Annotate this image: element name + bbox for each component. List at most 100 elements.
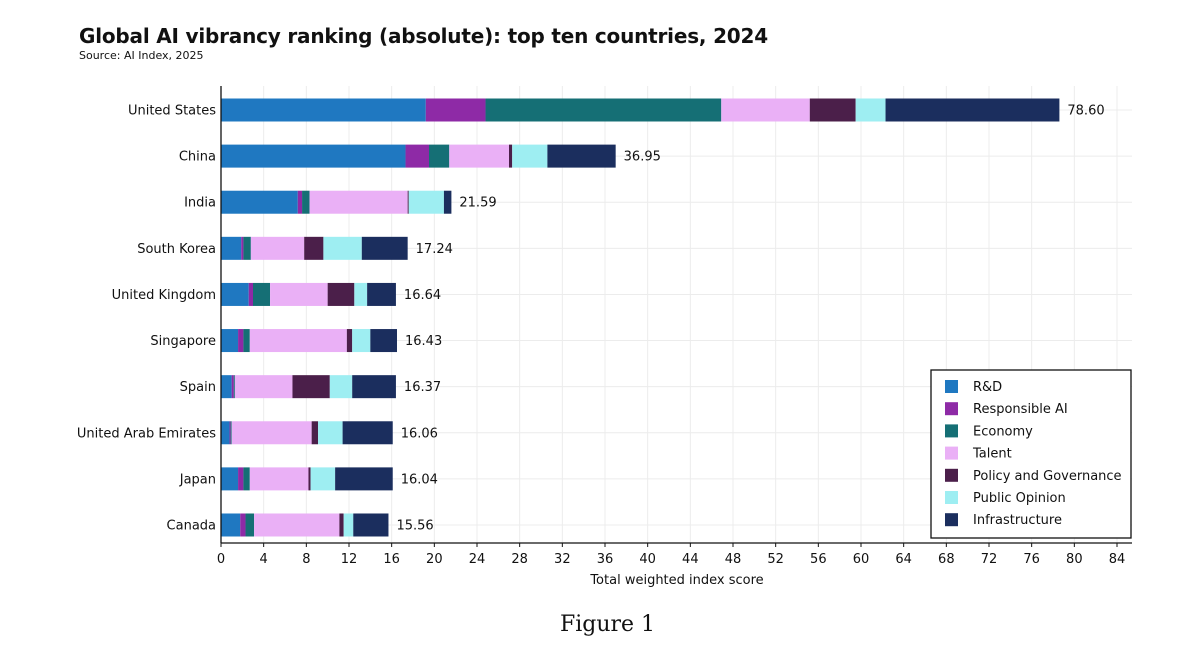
bar-segment <box>342 421 393 445</box>
bar-segment <box>233 375 235 399</box>
x-tick-label: 36 <box>597 552 614 567</box>
category-label: Japan <box>179 472 216 487</box>
bar-segment <box>425 98 486 122</box>
chart-subtitle: Source: AI Index, 2025 <box>79 49 204 62</box>
bar-segment <box>721 98 810 122</box>
bar-segment <box>354 282 368 306</box>
legend-box <box>930 369 1132 539</box>
bar-segment <box>407 190 409 214</box>
bar-segment <box>240 513 246 537</box>
bar-segment <box>353 513 389 537</box>
legend-swatch <box>945 491 958 504</box>
bar-segment <box>405 144 429 168</box>
chart-title: Global AI vibrancy ranking (absolute): t… <box>79 24 768 48</box>
bar-segment <box>335 467 393 491</box>
x-tick-label: 64 <box>895 552 912 567</box>
bar-segment <box>221 282 249 306</box>
x-tick-label: 32 <box>554 552 571 567</box>
category-labels: United States China India South Korea United… <box>77 104 216 534</box>
x-tick-label: 24 <box>469 552 486 567</box>
category-label: Canada <box>167 518 216 533</box>
category-label: South Korea <box>137 242 216 257</box>
bar-segment <box>243 236 251 260</box>
bar-segment <box>248 282 253 306</box>
total-labels: 78.60 36.95 21.59 17.24 16.64 16.43 16.37 16.06… <box>396 104 1104 534</box>
bar-segment <box>229 421 231 445</box>
x-tick-label: 0 <box>217 552 225 567</box>
legend-swatch <box>945 468 958 482</box>
bar-segment <box>327 282 355 306</box>
bar-segment <box>221 421 230 445</box>
bar-segment <box>243 467 250 491</box>
bar-segment <box>443 190 452 214</box>
x-tick-label: 84 <box>1109 552 1126 567</box>
legend: R&D Responsible AI Economy Talent Policy and… <box>930 369 1132 539</box>
total-label: 21.59 <box>459 196 496 211</box>
bar-segment <box>221 190 298 214</box>
legend-swatch <box>945 513 958 527</box>
total-label: 17.24 <box>416 242 453 257</box>
bar-segment <box>547 144 616 168</box>
category-label: United States <box>128 104 216 119</box>
bar-segment <box>241 236 244 260</box>
bar-segment <box>318 421 343 445</box>
category-label: Spain <box>180 380 216 395</box>
legend-swatch <box>945 402 958 416</box>
bar-segment <box>231 421 312 445</box>
legend-swatch <box>945 424 958 438</box>
x-tick-label: 76 <box>1023 552 1040 567</box>
bar-segment <box>297 190 303 214</box>
x-tick-label: 8 <box>302 552 310 567</box>
bar-segment <box>245 513 255 537</box>
bar-segment <box>329 375 353 399</box>
bar-segment <box>509 144 513 168</box>
x-axis-label: Total weighted index score <box>589 573 763 588</box>
x-tick-label: 68 <box>938 552 955 567</box>
bar-segment <box>238 329 244 353</box>
category-label: Singapore <box>150 334 216 349</box>
bar-segment <box>343 513 354 537</box>
bar-segment <box>254 513 340 537</box>
x-tick-label: 12 <box>341 552 358 567</box>
x-tick-label: 20 <box>426 552 443 567</box>
legend-swatch <box>945 446 958 460</box>
bar-segment <box>346 329 353 353</box>
total-label: 16.37 <box>404 380 441 395</box>
bar-segment <box>885 98 1060 122</box>
bar-segment <box>292 375 330 399</box>
bar-segment <box>367 282 396 306</box>
legend-label: R&D <box>973 380 1002 395</box>
legend-label: Talent <box>972 447 1012 462</box>
bar-segment <box>370 329 397 353</box>
bar-segment <box>221 98 426 122</box>
x-tick-label: 4 <box>260 552 268 567</box>
bar-segment <box>352 375 396 399</box>
legend-label: Public Opinion <box>973 491 1066 506</box>
bar-segment <box>234 375 293 399</box>
bar-segment <box>250 236 305 260</box>
total-label: 16.43 <box>405 334 442 349</box>
total-label: 16.04 <box>401 472 438 487</box>
bar-segment <box>221 375 232 399</box>
x-tick-label: 60 <box>853 552 870 567</box>
bar-segment <box>221 467 239 491</box>
bar-segment <box>221 144 406 168</box>
x-tick-label: 16 <box>383 552 400 567</box>
figure-caption: Figure 1 <box>559 612 656 637</box>
legend-label: Infrastructure <box>973 513 1062 528</box>
bar-segment <box>238 467 244 491</box>
category-label: India <box>184 196 216 211</box>
x-tick-label: 72 <box>981 552 998 567</box>
bar-segment <box>308 467 311 491</box>
category-label: United Arab Emirates <box>77 426 216 441</box>
bar-segment <box>302 190 310 214</box>
bar-segment <box>221 329 239 353</box>
bar-segment <box>221 236 242 260</box>
total-label: 16.06 <box>401 426 438 441</box>
legend-label: Policy and Governance <box>973 469 1122 484</box>
x-tick-label: 52 <box>767 552 784 567</box>
total-label: 15.56 <box>396 518 433 533</box>
x-tick-label: 44 <box>682 552 699 567</box>
bar-segment <box>408 190 444 214</box>
bar-segment <box>311 421 319 445</box>
